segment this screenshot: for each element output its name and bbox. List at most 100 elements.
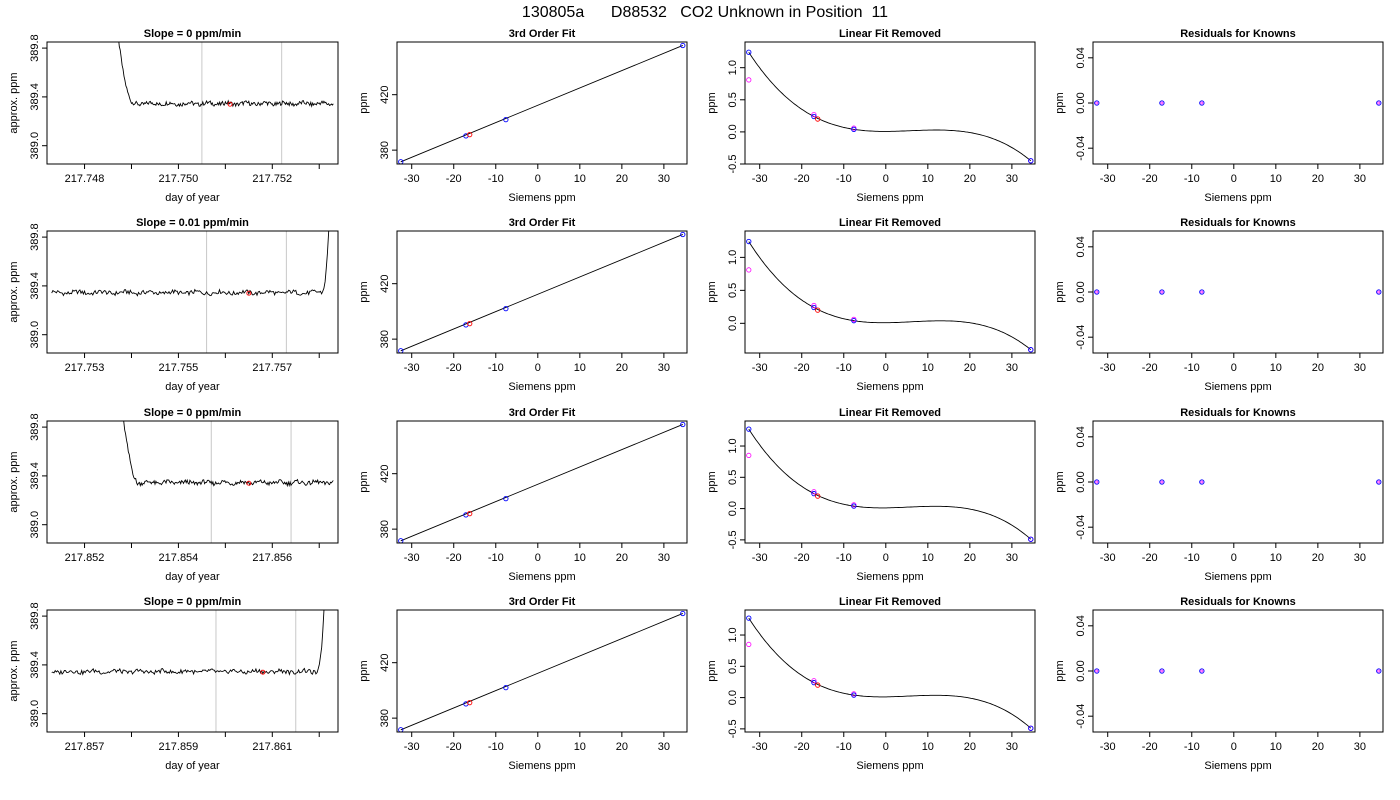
y-tick-label: 389.4 xyxy=(29,272,41,300)
x-tick-label: -30 xyxy=(404,362,420,374)
known-point xyxy=(1376,479,1382,485)
x-tick-label: 217.859 xyxy=(159,741,199,753)
x-tick-label: 0 xyxy=(883,741,889,753)
known-point xyxy=(851,318,857,324)
alt-point xyxy=(811,678,817,684)
y-tick-label: 0.0 xyxy=(727,501,739,516)
panel-title: Residuals for Knowns xyxy=(1180,407,1296,419)
x-axis-label: Siemens ppm xyxy=(508,381,575,393)
x-tick-label: 30 xyxy=(658,362,670,374)
x-tick-label: 30 xyxy=(1354,741,1366,753)
x-tick-label: 217.750 xyxy=(159,173,199,185)
y-axis-label: approx. ppm xyxy=(8,451,20,512)
x-tick-label: -20 xyxy=(446,552,462,564)
alt-point xyxy=(811,489,817,495)
x-tick-label: 30 xyxy=(1354,552,1366,564)
y-axis-label: ppm xyxy=(1054,660,1066,681)
known-point xyxy=(851,692,857,698)
x-tick-label: 10 xyxy=(1270,362,1282,374)
known-point xyxy=(1199,668,1205,674)
x-tick-label: -10 xyxy=(488,552,504,564)
known-point xyxy=(680,421,686,428)
panel-title: Residuals for Knowns xyxy=(1180,596,1296,608)
x-tick-label: -20 xyxy=(446,362,462,374)
y-tick-label: 1.0 xyxy=(727,60,739,75)
x-tick-label: -20 xyxy=(1142,552,1158,564)
x-tick-label: 20 xyxy=(1312,173,1324,185)
plot-data xyxy=(746,426,1034,542)
known-point xyxy=(1094,289,1100,295)
plot-frame xyxy=(46,609,339,733)
x-axis-label: Siemens ppm xyxy=(856,760,923,772)
x-tick-label: -20 xyxy=(446,173,462,185)
x-tick-label: -30 xyxy=(404,552,420,564)
known-point xyxy=(1159,100,1165,106)
x-tick-label: -30 xyxy=(752,741,768,753)
x-tick-label: 10 xyxy=(922,552,934,564)
x-tick-label: -10 xyxy=(488,173,504,185)
x-tick-label: -10 xyxy=(1184,362,1200,374)
x-tick-label: 0 xyxy=(1231,552,1237,564)
unknown-point xyxy=(467,699,473,706)
x-tick-label: 20 xyxy=(964,741,976,753)
mean-point xyxy=(246,290,252,296)
x-tick-label: 20 xyxy=(616,362,628,374)
x-tick-label: -10 xyxy=(488,362,504,374)
x-tick-label: -10 xyxy=(488,741,504,753)
y-tick-label: 389.8 xyxy=(29,223,41,251)
known-point xyxy=(1376,668,1382,674)
alt-point xyxy=(746,452,752,459)
y-tick-label: 380 xyxy=(379,520,391,538)
known-point xyxy=(1028,158,1034,164)
y-tick-label: 389.0 xyxy=(29,700,41,728)
ppm-trace xyxy=(118,42,334,108)
y-axis-label: ppm xyxy=(706,471,718,492)
x-tick-label: 10 xyxy=(922,741,934,753)
x-tick-label: -20 xyxy=(1142,173,1158,185)
x-axis-label: day of year xyxy=(165,760,220,772)
y-axis-label: ppm xyxy=(358,471,370,492)
plot-frame xyxy=(396,609,688,733)
plot-frame xyxy=(744,609,1036,733)
x-tick-label: 20 xyxy=(964,173,976,185)
x-tick-label: 0 xyxy=(883,362,889,374)
known-point xyxy=(398,727,404,732)
y-tick-label: 0.04 xyxy=(1075,615,1087,636)
panels: Slope = 0 ppm/min 217.748 217.750 217.752 38… xyxy=(8,28,1384,772)
plot-data xyxy=(398,42,686,164)
y-axis-label: ppm xyxy=(358,92,370,113)
known-point xyxy=(680,42,686,49)
x-tick-label: -20 xyxy=(1142,741,1158,753)
x-tick-label: 20 xyxy=(964,362,976,374)
x-tick-label: 20 xyxy=(1312,552,1324,564)
fit-line xyxy=(400,424,683,542)
x-tick-label: 0 xyxy=(1231,741,1237,753)
panel-r3-c2: Linear Fit Removed -30 -20 -10 0 10 20 30 -0.5 0.… xyxy=(706,596,1036,772)
x-axis-label: day of year xyxy=(165,571,220,583)
ppm-trace xyxy=(51,231,330,297)
mean-point xyxy=(227,101,233,107)
y-axis-label: ppm xyxy=(706,92,718,113)
x-tick-label: 20 xyxy=(1312,362,1324,374)
panel-r2-c0: Slope = 0 ppm/min 217.852 217.854 217.856 38… xyxy=(8,407,339,583)
x-axis-label: Siemens ppm xyxy=(1204,760,1271,772)
known-point xyxy=(746,238,752,245)
panel-title: Linear Fit Removed xyxy=(839,407,941,419)
known-point xyxy=(1028,347,1034,353)
unknown-point xyxy=(467,510,473,517)
y-axis-label: approx. ppm xyxy=(8,261,20,322)
x-tick-label: 30 xyxy=(1006,362,1018,374)
x-tick-label: 0 xyxy=(535,362,541,374)
mean-point xyxy=(246,480,252,486)
x-tick-label: -30 xyxy=(1100,741,1116,753)
fit-line xyxy=(400,234,683,352)
y-tick-label: 380 xyxy=(379,709,391,727)
panel-title: 3rd Order Fit xyxy=(509,596,576,608)
known-point xyxy=(1199,289,1205,295)
panel-title: Linear Fit Removed xyxy=(839,596,941,608)
y-axis-label: ppm xyxy=(358,660,370,681)
alt-point xyxy=(746,641,752,648)
y-tick-label: 389.8 xyxy=(29,413,41,441)
panel-r2-c3: Residuals for Knowns -30 -20 -10 0 10 20 30 -0.0… xyxy=(1054,407,1384,583)
